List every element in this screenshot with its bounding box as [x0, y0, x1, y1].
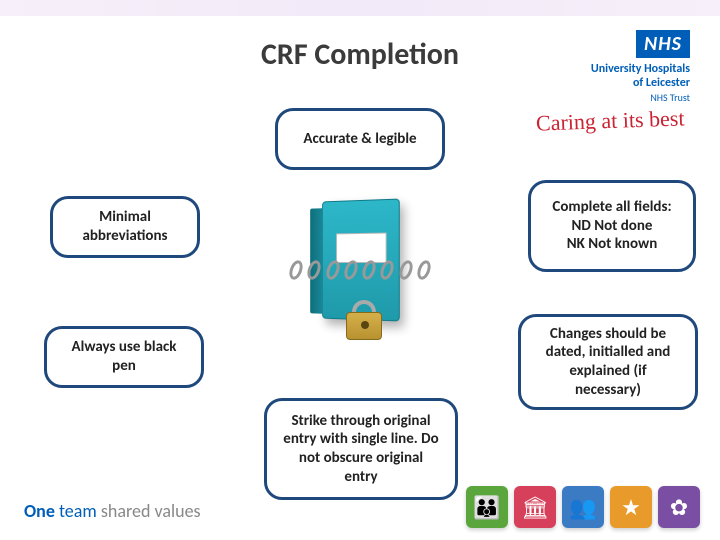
- values-icon-together: 👥: [562, 486, 604, 528]
- padlock-icon: [346, 300, 382, 340]
- binder-lock-icon: [290, 200, 430, 360]
- decorative-top-bar: [0, 0, 720, 16]
- bubble-strike-through: Strike through original entry with singl…: [264, 398, 458, 500]
- bubble-minimal-abbrev: Minimal abbreviations: [50, 196, 200, 258]
- footer-tagline: One team shared values: [24, 500, 201, 522]
- values-icon-respect: 🏛: [514, 486, 556, 528]
- nhs-trust-label: NHS Trust: [540, 91, 690, 104]
- nhs-logo-icon: NHS: [636, 30, 690, 58]
- bubble-black-pen: Always use black pen: [44, 326, 204, 388]
- values-icon-better: ★: [610, 486, 652, 528]
- chain-icon: [290, 260, 430, 284]
- values-icon-trust: 👪: [466, 486, 508, 528]
- nhs-logo-block: NHS University Hospitals of Leicester NH…: [540, 30, 690, 104]
- bubble-accurate-legible: Accurate & legible: [275, 108, 445, 170]
- values-icon-support: ✿: [658, 486, 700, 528]
- caring-tagline: Caring at its best: [535, 105, 684, 136]
- nhs-org-name: University Hospitals of Leicester: [540, 62, 690, 91]
- page-title: CRF Completion: [261, 36, 459, 73]
- bubble-complete-fields: Complete all fields:ND Not doneNK Not kn…: [528, 180, 696, 272]
- bubble-changes-dated: Changes should be dated, initialled and …: [518, 314, 698, 410]
- footer-icon-row: 👪 🏛 👥 ★ ✿: [466, 486, 700, 528]
